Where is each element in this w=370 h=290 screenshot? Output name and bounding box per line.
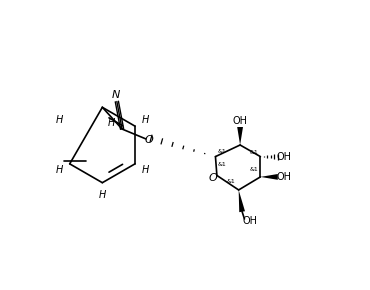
Text: OH: OH <box>243 216 258 226</box>
Text: H: H <box>56 115 63 125</box>
Text: &1: &1 <box>226 179 235 184</box>
Text: OH: OH <box>233 116 248 126</box>
Polygon shape <box>237 127 243 145</box>
Text: &1: &1 <box>250 150 258 155</box>
Text: H: H <box>56 165 63 175</box>
Text: OH: OH <box>276 172 291 182</box>
Text: H: H <box>99 190 106 200</box>
Text: OH: OH <box>276 152 291 162</box>
Text: H: H <box>107 118 115 128</box>
Text: &1: &1 <box>218 149 226 155</box>
Polygon shape <box>239 190 245 212</box>
Text: O: O <box>144 135 153 145</box>
Text: &1: &1 <box>218 162 226 167</box>
Polygon shape <box>260 174 278 180</box>
Text: N: N <box>112 90 121 100</box>
Text: &1: &1 <box>250 167 258 172</box>
Text: O: O <box>209 173 218 183</box>
Text: H: H <box>142 165 149 175</box>
Text: H: H <box>142 115 149 125</box>
